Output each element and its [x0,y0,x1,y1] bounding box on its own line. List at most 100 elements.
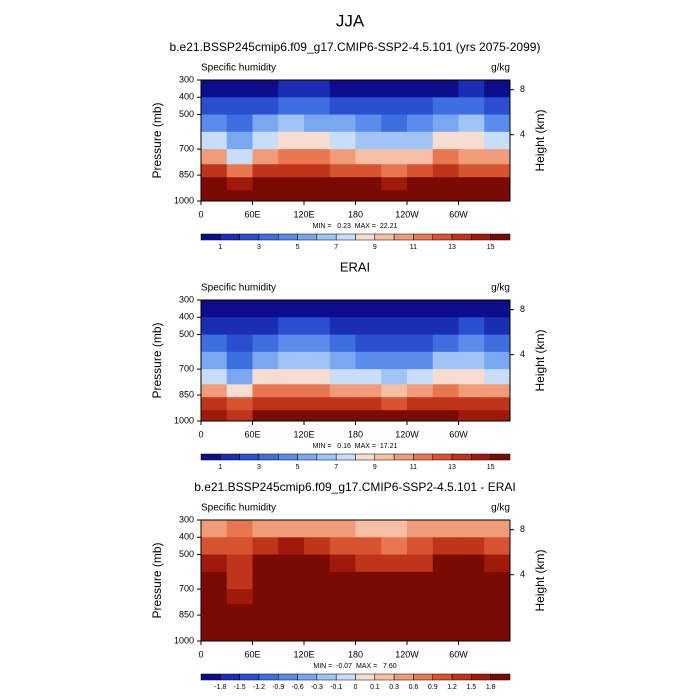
contour-cell [355,300,382,318]
contour-cell [226,300,253,318]
x-tick-label: 60E [244,209,260,219]
colorbar-box [355,233,376,241]
contour-cell [458,114,485,133]
y2-tick-label: 8 [520,524,525,534]
contour-cell [252,369,279,385]
contour-cell [381,351,408,370]
contour-cell [458,334,485,353]
x-tick-label: 120E [293,429,314,439]
contour-cell [329,114,356,133]
contour-cell [226,589,253,605]
colorbar-box [200,233,221,241]
contour-cell [278,589,305,605]
units: g/kg [491,503,510,514]
contour-cell [226,554,253,573]
contour-cell [226,114,253,133]
contour-cell [201,97,228,116]
colorbar-box [451,453,472,461]
y-axis-label: Pressure (mb) [150,102,164,178]
contour-cell [329,300,356,318]
contour-cell [407,520,434,538]
contour-cell [329,80,356,98]
contour-cell [226,149,253,165]
contour-cell [432,334,459,353]
colorbar-box [393,453,414,461]
y2-tick-label: 4 [520,129,525,139]
colorbar-label: 11 [410,464,417,471]
contour-cell [252,630,279,642]
contour-cell [355,604,382,618]
contour-cell [329,397,356,411]
contour-cell [458,554,485,573]
contour-cell [355,97,382,116]
y-tick-label: 400 [179,92,194,102]
contour-cell [432,410,459,422]
contour-cell [407,571,434,590]
contour-cell [201,589,228,605]
colorbar-label: 1 [218,464,222,471]
contour-cell [278,317,305,336]
contour-cell [304,554,331,573]
contour-cell [329,97,356,116]
contour-cell [432,114,459,133]
colorbar-label: 1.2 [447,684,457,691]
x-tick-label: 60W [449,209,468,219]
contour-cell [252,397,279,411]
contour-cell [484,351,511,370]
contour-cell [458,97,485,116]
contour-cell [355,190,382,202]
colorbar-box [413,673,433,681]
field-name: Specific humidity [201,283,276,294]
contour-cell [432,97,459,116]
contour-cell [484,571,511,590]
colorbar-box [413,233,433,241]
contour-cell [226,334,253,353]
contour-cell [407,537,434,556]
contour-cell [432,604,459,618]
colorbar-box [297,233,318,241]
contour-cell [484,131,511,150]
contour-cell [304,604,331,618]
contour-cell [201,164,228,178]
contour-cell [432,149,459,165]
contour-cell [329,604,356,618]
contour-cell [355,164,382,178]
contour-cell [201,410,228,422]
contour-cell [407,351,434,370]
contour-cell [458,369,485,385]
contour-cell [484,149,511,165]
y2-tick-label: 4 [520,349,525,359]
contour-cell [201,369,228,385]
contour-cell [381,80,408,98]
min-max: MIN = 0.16 MAX = 17.21 [313,443,398,450]
contour-cell [407,164,434,178]
colorbar-box [374,453,395,461]
contour-cell [201,554,228,573]
colorbar-box [393,673,414,681]
colorbar-box [451,233,472,241]
contour-cell [355,131,382,150]
y-tick-label: 500 [179,329,194,339]
contour-cell [381,384,408,398]
contour-cell [432,537,459,556]
contour-cell [381,537,408,556]
contour-cell [381,114,408,133]
contour-cell [304,369,331,385]
contour-cell [201,300,228,318]
colorbar-label: 7 [334,464,338,471]
contour-cell [278,410,305,422]
colorbar-box [297,673,318,681]
contour-cell [278,97,305,116]
contour-cell [458,351,485,370]
contour-cell [304,630,331,642]
contour-cell [304,351,331,370]
contour-cell [381,131,408,150]
contour-cell [304,617,331,631]
contour-cell [278,114,305,133]
contour-cell [329,369,356,385]
contour-cell [252,604,279,618]
units: g/kg [491,63,510,74]
contour-cell [278,520,305,538]
contour-cell [484,97,511,116]
x-tick-label: 60E [244,649,260,659]
